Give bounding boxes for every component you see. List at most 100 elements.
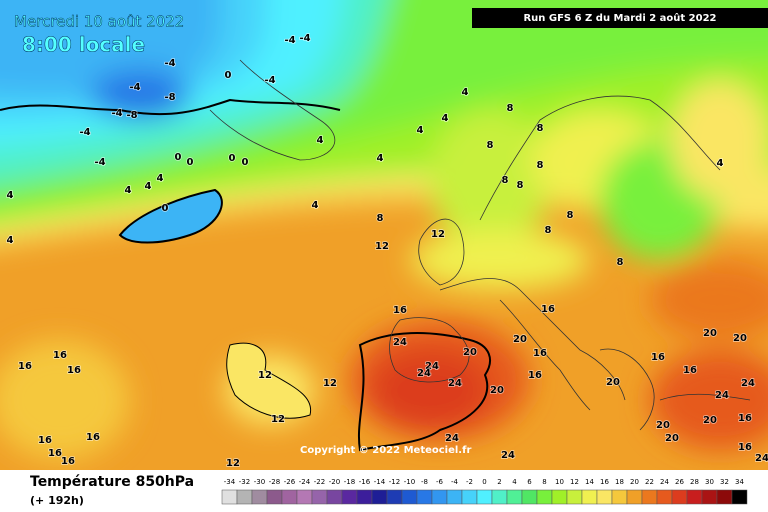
scale-tick-label: -22 (314, 478, 325, 486)
scale-swatch (251, 489, 268, 505)
contour-label: 16 (67, 365, 81, 376)
contour-label: 24 (501, 450, 515, 461)
contour-label: 16 (683, 365, 697, 376)
date: Mercredi 10 août 2022 (14, 13, 184, 31)
contour-label: 4 (377, 153, 384, 164)
scale-swatch (641, 489, 658, 505)
scale-tick-label: 8 (542, 478, 546, 486)
contour-label: 4 (125, 185, 132, 196)
scale-swatch (536, 489, 553, 505)
contour-label: 8 (487, 140, 494, 151)
scale-swatch (431, 489, 448, 505)
contour-label: 12 (431, 229, 445, 240)
scale-tick-label: -34 (224, 478, 236, 486)
local-time: 8:00 locale (22, 33, 145, 57)
run-info: Run GFS 6 Z du Mardi 2 août 2022 (523, 12, 716, 24)
contour-label: -4 (264, 75, 275, 86)
scale-tick-label: -16 (359, 478, 371, 486)
scale-swatch (491, 489, 508, 505)
run-banner (472, 8, 768, 28)
scale-swatch (476, 489, 493, 505)
contour-label: 16 (651, 352, 665, 363)
contour-label: -4 (164, 58, 175, 69)
scale-tick-label: 28 (690, 478, 699, 486)
contour-label: -8 (126, 110, 137, 121)
contour-label: 4 (312, 200, 319, 211)
scale-swatch (566, 489, 583, 505)
contour-label: 20 (513, 334, 527, 345)
contour-label: 4 (417, 125, 424, 136)
contour-label: 12 (375, 241, 389, 252)
contour-label: 0 (175, 152, 182, 163)
scale-tick-label: 30 (705, 478, 714, 486)
scale-tick-label: 0 (482, 478, 486, 486)
scale-swatch (611, 489, 628, 505)
contour-label: 16 (18, 361, 32, 372)
contour-label: 0 (187, 157, 194, 168)
scale-tick-label: -24 (299, 478, 311, 486)
contour-label: 20 (703, 328, 717, 339)
scale-swatch (596, 489, 613, 505)
scale-tick-label: 2 (497, 478, 501, 486)
scale-tick-label: 32 (720, 478, 729, 486)
contour-label: 4 (317, 135, 324, 146)
contour-label: 12 (271, 414, 285, 425)
contour-label: 16 (86, 432, 100, 443)
scale-swatch (656, 489, 673, 505)
forecast-hour: (+ 192h) (30, 494, 84, 507)
contour-label: 12 (323, 378, 337, 389)
scale-tick-label: 22 (645, 478, 654, 486)
contour-label: 0 (225, 70, 232, 81)
scale-swatch (701, 489, 718, 505)
contour-label: 4 (7, 235, 14, 246)
contour-label: 16 (48, 448, 62, 459)
contour-label: 4 (7, 190, 14, 201)
scale-swatch (686, 489, 703, 505)
scale-tick-label: -6 (436, 478, 444, 486)
scale-tick-label: 10 (555, 478, 564, 486)
contour-label: 20 (733, 333, 747, 344)
scale-swatch (341, 489, 358, 505)
scale-swatch (236, 489, 253, 505)
contour-label: -4 (299, 33, 310, 44)
contour-label: 16 (528, 370, 542, 381)
scale-tick-label: -10 (404, 478, 415, 486)
copyright: Copyright © 2022 Meteociel.fr (300, 445, 471, 456)
contour-label: 16 (738, 442, 752, 453)
contour-label: 20 (656, 420, 670, 431)
scale-swatch (416, 489, 433, 505)
contour-label: 4 (442, 113, 449, 124)
scale-swatch (296, 489, 313, 505)
contour-label: 20 (490, 385, 504, 396)
scale-tick-label: -30 (254, 478, 265, 486)
contour-label: 16 (38, 435, 52, 446)
contour-label: 24 (448, 378, 462, 389)
contour-label: 20 (463, 347, 477, 358)
scale-swatch (386, 489, 403, 505)
scale-tick-label: -4 (451, 478, 459, 486)
scale-tick-label: -8 (421, 478, 428, 486)
field-name: Température 850hPa (30, 474, 194, 490)
scale-tick-label: 20 (630, 478, 639, 486)
contour-label: 24 (445, 433, 459, 444)
color-scale: -34 -32 -30 -28 -26 -24 -22 -20 -18 -16 -14 -12 -10-… (221, 478, 748, 505)
scale-swatch (626, 489, 643, 505)
scale-swatch (221, 489, 238, 505)
contour-label: 8 (537, 123, 544, 134)
scale-swatch (551, 489, 568, 505)
contour-label: 16 (53, 350, 67, 361)
contour-label: 8 (617, 257, 624, 268)
contour-label: 0 (162, 203, 169, 214)
contour-label: 24 (755, 453, 768, 464)
contour-label: 16 (61, 456, 75, 467)
contour-label: 20 (606, 377, 620, 388)
contour-label: -4 (129, 82, 140, 93)
contour-label: 8 (507, 103, 514, 114)
contour-label: 24 (425, 361, 439, 372)
contour-label: 8 (567, 210, 574, 221)
contour-label: 8 (502, 175, 509, 186)
contour-label: 16 (738, 413, 752, 424)
contour-label: 8 (377, 213, 384, 224)
contour-label: -4 (111, 108, 122, 119)
